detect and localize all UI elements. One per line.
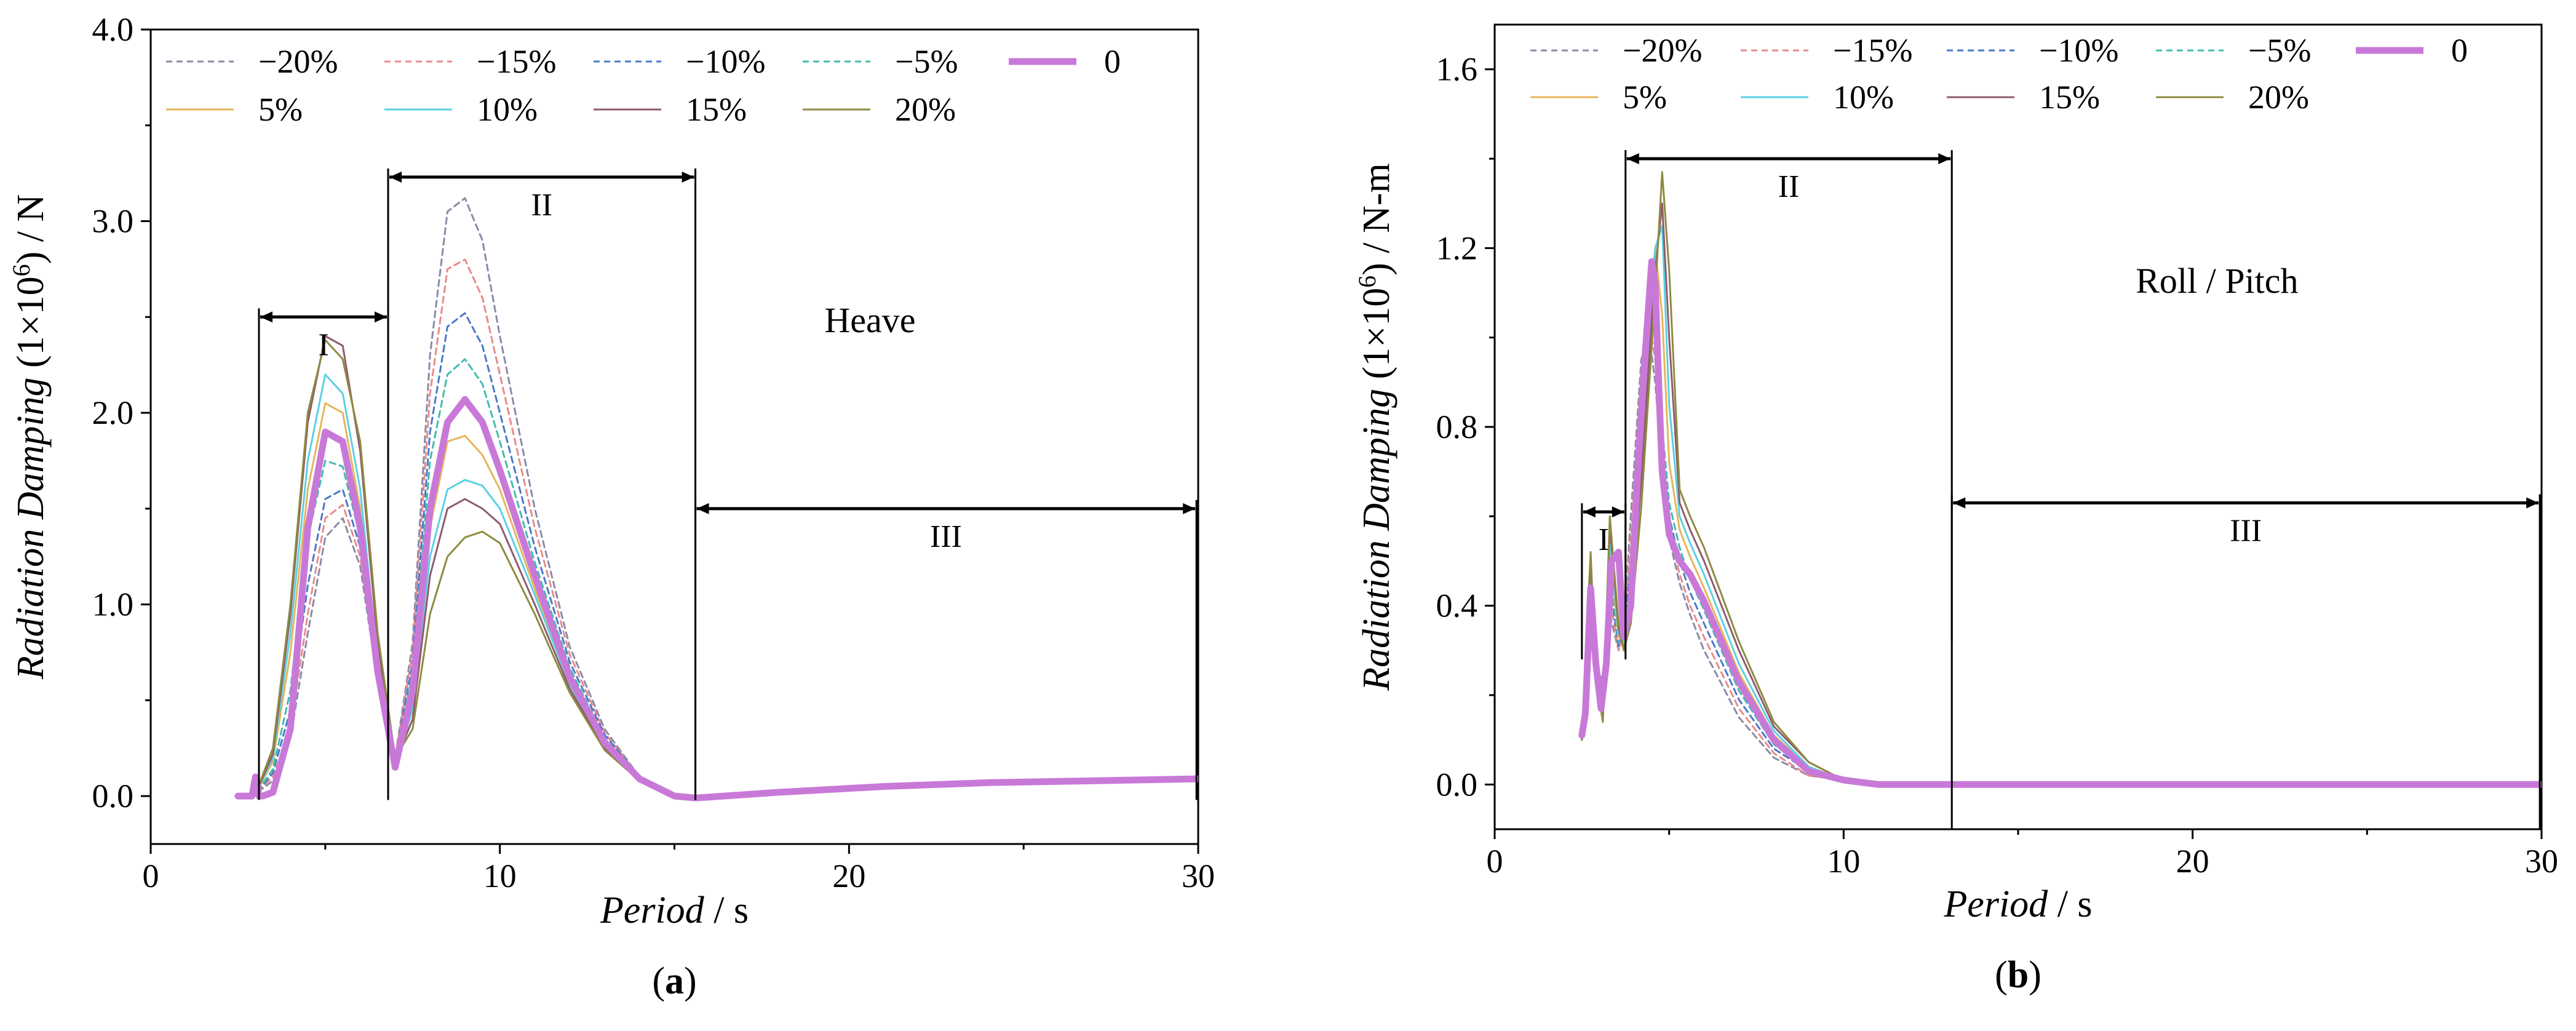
x-tick-label: 20 bbox=[832, 858, 865, 894]
region-label: I bbox=[1599, 522, 1609, 557]
region-label: II bbox=[531, 188, 552, 223]
x-tick-label: 0 bbox=[1487, 843, 1503, 880]
panel-label: (b) bbox=[1995, 954, 2041, 996]
region-arrowhead bbox=[260, 311, 272, 323]
legend-label: 20% bbox=[895, 91, 956, 128]
legend-label: −5% bbox=[895, 43, 958, 80]
legend-label: −20% bbox=[258, 43, 338, 80]
legend-label: −5% bbox=[2248, 32, 2311, 69]
x-tick-label: 0 bbox=[143, 858, 159, 894]
y-tick-label: 0.0 bbox=[92, 778, 134, 814]
panel-label: (a) bbox=[652, 960, 696, 1002]
region-arrowhead bbox=[1953, 497, 1966, 509]
y-tick-label: 4.0 bbox=[92, 11, 134, 48]
x-axis-label: Period / s bbox=[600, 890, 749, 931]
y-axis-label: Radiation Damping (1×106) / N-m bbox=[1353, 163, 1398, 691]
y-tick-label: 2.0 bbox=[92, 394, 134, 431]
legend-label: −15% bbox=[477, 43, 556, 80]
region-arrowhead bbox=[682, 171, 694, 183]
region-arrowhead bbox=[1626, 153, 1639, 164]
y-tick-label: 0.4 bbox=[1436, 587, 1478, 624]
x-tick-label: 30 bbox=[2525, 843, 2558, 880]
y-tick-label: 1.6 bbox=[1436, 51, 1478, 88]
legend-label: 10% bbox=[1833, 79, 1894, 116]
region-label: I bbox=[318, 327, 328, 362]
region-arrowhead bbox=[696, 503, 709, 514]
region-arrowhead bbox=[2526, 497, 2539, 509]
x-axis-label: Period / s bbox=[1943, 883, 2092, 925]
legend-label: −20% bbox=[1623, 32, 1702, 69]
x-tick-label: 20 bbox=[2176, 843, 2209, 880]
y-tick-label: 0.0 bbox=[1436, 766, 1478, 803]
legend-label: 0 bbox=[1104, 43, 1121, 80]
legend-label: 15% bbox=[2039, 79, 2100, 116]
x-tick-label: 10 bbox=[483, 858, 517, 894]
series-line bbox=[237, 197, 1198, 799]
legend-label: 20% bbox=[2248, 79, 2309, 116]
y-tick-label: 1.2 bbox=[1436, 229, 1478, 266]
region-arrowhead bbox=[375, 311, 388, 323]
region-arrowhead bbox=[1938, 153, 1951, 164]
region-arrowhead bbox=[1583, 506, 1596, 518]
legend-label: 10% bbox=[477, 91, 538, 128]
region-label: III bbox=[2230, 514, 2262, 549]
region-arrowhead bbox=[1612, 506, 1624, 518]
y-tick-label: 1.0 bbox=[92, 586, 134, 623]
x-tick-label: 10 bbox=[1827, 843, 1860, 880]
y-axis-label: Radiation Damping (1×106) / N bbox=[7, 194, 52, 680]
y-tick-label: 0.8 bbox=[1436, 408, 1478, 445]
region-arrowhead bbox=[389, 171, 402, 183]
legend-label: 15% bbox=[686, 91, 747, 128]
chart-annotation: Heave bbox=[824, 300, 915, 340]
legend-label: 5% bbox=[258, 91, 303, 128]
region-label: III bbox=[930, 519, 962, 554]
region-label: II bbox=[1778, 169, 1800, 204]
region-arrowhead bbox=[1183, 503, 1196, 514]
legend-label: −15% bbox=[1833, 32, 1912, 69]
series-line bbox=[234, 396, 1198, 802]
legend-label: 0 bbox=[2451, 32, 2468, 69]
chart-annotation: Roll / Pitch bbox=[2136, 261, 2298, 301]
series-line bbox=[1578, 258, 2542, 788]
x-tick-label: 30 bbox=[1182, 858, 1215, 894]
y-tick-label: 3.0 bbox=[92, 203, 134, 240]
legend-label: 5% bbox=[1623, 79, 1667, 116]
legend-label: −10% bbox=[686, 43, 765, 80]
legend-label: −10% bbox=[2039, 32, 2118, 69]
